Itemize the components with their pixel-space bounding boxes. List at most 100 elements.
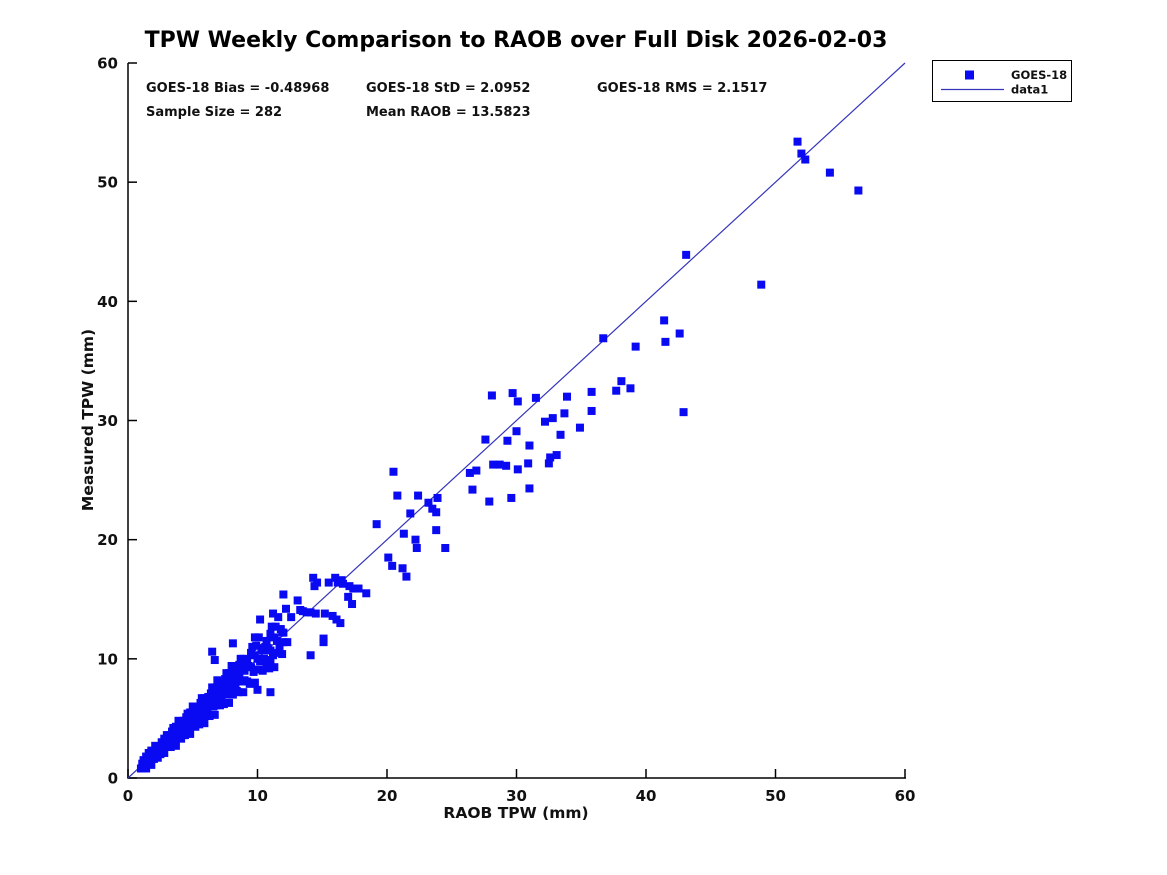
data-point: [228, 639, 237, 648]
data-point: [348, 600, 357, 609]
data-point: [512, 427, 521, 436]
data-point: [266, 646, 275, 655]
data-point: [217, 694, 226, 703]
x-tick-label: 40: [636, 787, 657, 805]
x-tick-label: 10: [247, 787, 268, 805]
y-tick-label: 40: [97, 293, 118, 311]
data-point: [200, 719, 209, 728]
data-point: [252, 641, 261, 650]
data-point: [411, 535, 420, 544]
data-point: [250, 678, 259, 687]
data-point: [349, 584, 358, 593]
data-point: [393, 491, 402, 500]
data-point: [208, 647, 217, 656]
data-point: [202, 706, 211, 715]
data-point: [232, 665, 241, 674]
data-point: [243, 656, 252, 665]
data-point: [234, 688, 243, 697]
x-tick-label: 20: [377, 787, 398, 805]
data-point: [245, 679, 254, 688]
x-tick-labels: 0 10 20 30 40 50 60: [123, 787, 916, 805]
data-point: [487, 391, 496, 400]
data-point: [682, 250, 691, 259]
data-point: [661, 337, 670, 346]
stat-std: GOES-18 StD = 2.0952: [366, 81, 530, 96]
data-point: [188, 702, 197, 711]
data-point: [552, 451, 561, 460]
legend-marker-swatch: [965, 70, 974, 80]
data-point: [338, 579, 347, 588]
data-point: [472, 466, 481, 475]
data-point: [468, 485, 477, 494]
data-point: [256, 615, 265, 624]
data-point: [266, 656, 275, 665]
data-point: [210, 656, 219, 665]
data-point: [525, 484, 534, 493]
y-tick-label: 30: [97, 412, 118, 430]
data-point: [414, 491, 423, 500]
data-point: [274, 613, 283, 622]
data-point: [560, 409, 569, 418]
x-tick-label: 0: [123, 787, 133, 805]
data-point: [524, 459, 533, 468]
data-point: [205, 712, 214, 721]
x-axis-label: RAOB TPW (mm): [443, 804, 588, 822]
data-point: [481, 435, 490, 444]
legend-box: [932, 60, 1072, 102]
data-point: [563, 392, 572, 401]
y-tick-label: 10: [97, 650, 118, 668]
legend-entry-goes18-label: GOES-18: [1011, 68, 1067, 82]
data-point: [465, 468, 474, 477]
data-point: [531, 393, 540, 402]
data-point: [278, 628, 287, 637]
data-point: [757, 280, 766, 289]
data-point: [617, 377, 626, 386]
data-point: [313, 578, 322, 587]
data-point: [679, 408, 688, 417]
y-tick-label: 20: [97, 531, 118, 549]
stat-mean-raob: Mean RAOB = 13.5823: [366, 105, 531, 120]
data-point: [278, 650, 287, 659]
data-point: [240, 666, 249, 675]
y-axis-label: Measured TPW (mm): [79, 329, 97, 511]
x-tick-label: 30: [506, 787, 527, 805]
y-tick-marks: [128, 62, 137, 779]
data-point: [525, 441, 534, 450]
data-point: [433, 493, 442, 502]
data-point: [142, 764, 151, 773]
data-point: [631, 342, 640, 351]
scatter-points: [136, 137, 863, 773]
data-point: [587, 387, 596, 396]
data-point: [219, 700, 228, 709]
legend-entry-data1-label: data1: [1011, 83, 1048, 97]
data-point: [441, 544, 450, 553]
data-point: [258, 666, 267, 675]
x-tick-label: 60: [895, 787, 916, 805]
data-point: [331, 573, 340, 582]
y-tick-label: 0: [108, 770, 118, 788]
data-point: [503, 436, 512, 445]
data-point: [324, 578, 333, 587]
data-point: [540, 417, 549, 426]
data-point: [249, 667, 258, 676]
data-point: [344, 592, 353, 601]
data-point: [262, 636, 271, 645]
data-point: [281, 604, 290, 613]
stat-sample-size: Sample Size = 282: [146, 105, 282, 120]
data-point: [309, 573, 318, 582]
data-point: [362, 589, 371, 598]
data-point: [575, 423, 584, 432]
data-point: [275, 644, 284, 653]
data-point: [259, 654, 268, 663]
data-point: [399, 529, 408, 538]
data-point: [388, 561, 397, 570]
data-point: [406, 509, 415, 518]
data-point: [544, 459, 553, 468]
y-tick-label: 60: [97, 55, 118, 73]
data-point: [293, 596, 302, 605]
data-point: [412, 544, 421, 553]
data-point: [319, 638, 328, 647]
data-point: [171, 741, 180, 750]
